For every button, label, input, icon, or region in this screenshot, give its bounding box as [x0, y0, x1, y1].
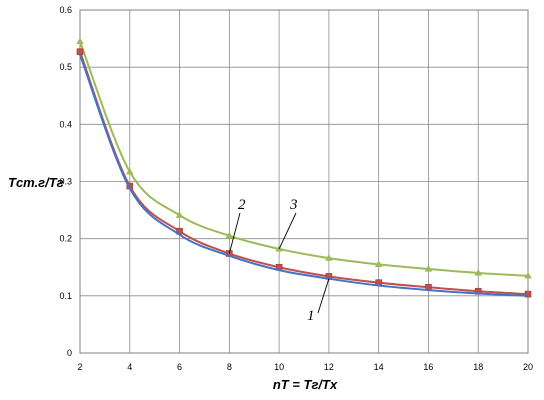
grid — [79, 9, 529, 354]
series-1 — [79, 54, 529, 297]
plot-frame — [79, 9, 529, 354]
x-tick-label: 16 — [423, 362, 433, 372]
y-tick-labels: 0 0.1 0.2 0.3 0.4 0.5 0.6 — [59, 5, 72, 358]
x-tick-label: 14 — [374, 362, 384, 372]
y-tick-label: 0.2 — [59, 234, 72, 244]
y-axis-title: Tст.г/Tг — [8, 175, 64, 190]
x-tick-labels: 2 4 6 8 10 12 14 16 18 20 — [77, 362, 533, 372]
x-tick-label: 12 — [324, 362, 334, 372]
x-tick-label: 2 — [77, 362, 82, 372]
data-point — [524, 290, 532, 298]
annotation-layer: 1 2 3 — [228, 197, 330, 324]
series-3 — [76, 37, 532, 279]
x-axis-title: nT = Tг/Tх — [273, 377, 338, 392]
data-point — [76, 37, 84, 45]
data-point — [76, 48, 84, 56]
data-point — [424, 264, 433, 272]
x-tick-label: 20 — [523, 362, 533, 372]
data-point — [325, 254, 333, 261]
series-layer — [76, 37, 532, 298]
y-tick-label: 0.4 — [59, 119, 72, 129]
data-point — [175, 211, 184, 218]
y-tick-label: 0.1 — [59, 291, 72, 301]
x-tick-label: 6 — [177, 362, 182, 372]
y-tick-label: 0 — [67, 348, 72, 358]
data-point — [225, 231, 234, 239]
data-point — [125, 167, 134, 175]
x-tick-label: 4 — [127, 362, 132, 372]
series-annotation-label: 3 — [289, 197, 298, 213]
data-point — [524, 271, 532, 279]
plot-border — [79, 9, 529, 354]
series-2 — [76, 48, 532, 298]
y-tick-label: 0.6 — [59, 5, 72, 15]
annotation-leader — [317, 278, 330, 314]
x-tick-label: 18 — [473, 362, 483, 372]
annotation-leader — [278, 212, 297, 250]
data-point — [474, 268, 483, 276]
x-tick-label: 8 — [227, 362, 232, 372]
data-point — [374, 260, 383, 267]
series-annotation-label: 1 — [307, 308, 315, 324]
annotation-leader — [228, 212, 241, 254]
y-tick-label: 0.3 — [59, 177, 72, 187]
series-annotation-label: 2 — [238, 197, 246, 213]
x-tick-label: 10 — [274, 362, 284, 372]
y-tick-label: 0.5 — [59, 62, 72, 72]
series-line — [79, 51, 529, 296]
series-line — [79, 54, 529, 297]
series-line — [79, 41, 529, 277]
